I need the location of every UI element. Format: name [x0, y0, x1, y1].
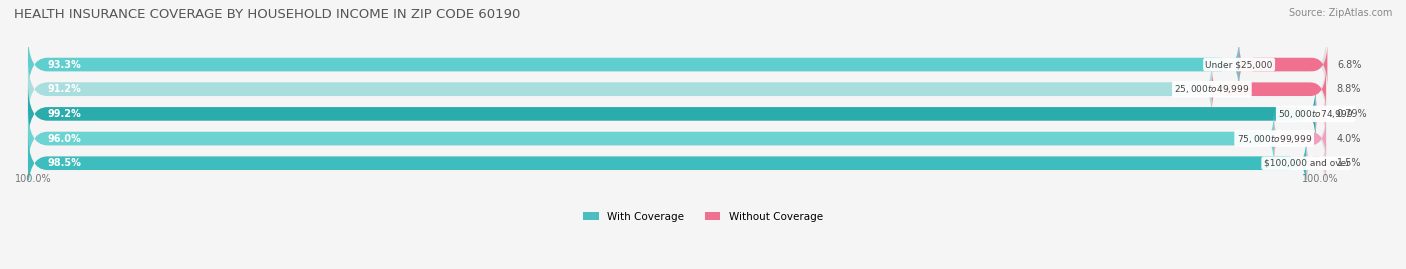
FancyBboxPatch shape [28, 34, 1326, 95]
Text: 99.2%: 99.2% [48, 109, 82, 119]
FancyBboxPatch shape [28, 133, 1306, 193]
FancyBboxPatch shape [1212, 66, 1326, 112]
Text: $25,000 to $49,999: $25,000 to $49,999 [1174, 83, 1250, 95]
Text: 0.79%: 0.79% [1336, 109, 1367, 119]
FancyBboxPatch shape [28, 108, 1326, 169]
Text: $50,000 to $74,999: $50,000 to $74,999 [1278, 108, 1354, 120]
Text: 96.0%: 96.0% [48, 134, 82, 144]
FancyBboxPatch shape [28, 59, 1212, 119]
Text: 98.5%: 98.5% [48, 158, 82, 168]
Text: 91.2%: 91.2% [48, 84, 82, 94]
FancyBboxPatch shape [28, 34, 1239, 95]
FancyBboxPatch shape [1310, 91, 1331, 137]
Text: $100,000 and over: $100,000 and over [1264, 159, 1350, 168]
Legend: With Coverage, Without Coverage: With Coverage, Without Coverage [579, 208, 827, 226]
Text: 1.5%: 1.5% [1337, 158, 1361, 168]
Text: 100.0%: 100.0% [15, 174, 52, 184]
Text: 100.0%: 100.0% [1302, 174, 1339, 184]
Text: 8.8%: 8.8% [1337, 84, 1361, 94]
Text: Under $25,000: Under $25,000 [1205, 60, 1272, 69]
Text: 4.0%: 4.0% [1337, 134, 1361, 144]
Text: HEALTH INSURANCE COVERAGE BY HOUSEHOLD INCOME IN ZIP CODE 60190: HEALTH INSURANCE COVERAGE BY HOUSEHOLD I… [14, 8, 520, 21]
Text: 6.8%: 6.8% [1337, 59, 1362, 70]
Text: $75,000 to $99,999: $75,000 to $99,999 [1237, 133, 1312, 144]
FancyBboxPatch shape [28, 84, 1316, 144]
FancyBboxPatch shape [28, 133, 1326, 193]
FancyBboxPatch shape [1239, 42, 1327, 87]
FancyBboxPatch shape [28, 84, 1326, 144]
Text: 93.3%: 93.3% [48, 59, 82, 70]
FancyBboxPatch shape [1306, 140, 1326, 186]
FancyBboxPatch shape [28, 108, 1274, 169]
FancyBboxPatch shape [28, 59, 1326, 119]
FancyBboxPatch shape [1274, 116, 1326, 161]
Text: Source: ZipAtlas.com: Source: ZipAtlas.com [1288, 8, 1392, 18]
